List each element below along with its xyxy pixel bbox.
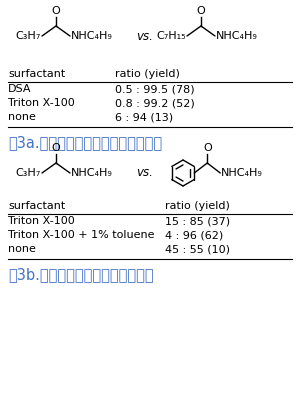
Text: none: none [8,244,36,254]
Text: C₃H₇: C₃H₇ [16,168,41,178]
Text: 嘦3a.　酥酸塩とオクタン酸塩の競合: 嘦3a. 酥酸塩とオクタン酸塩の競合 [8,135,162,150]
Text: O: O [196,6,206,16]
Text: ratio (yield): ratio (yield) [115,69,180,79]
Text: 15 : 85 (37): 15 : 85 (37) [165,216,230,226]
Text: O: O [52,6,60,16]
Text: 0.5 : 99.5 (78): 0.5 : 99.5 (78) [115,84,195,94]
Text: surfactant: surfactant [8,201,65,211]
Text: DSA: DSA [8,84,32,94]
Text: O: O [52,143,60,153]
Text: ratio (yield): ratio (yield) [165,201,230,211]
Text: NHC₄H₉: NHC₄H₉ [71,168,113,178]
Text: Triton X-100 + 1% toluene: Triton X-100 + 1% toluene [8,230,154,240]
Text: vs.: vs. [136,30,153,43]
Text: O: O [203,143,212,153]
Text: 0.8 : 99.2 (52): 0.8 : 99.2 (52) [115,98,195,108]
Text: C₃H₇: C₃H₇ [16,31,41,41]
Text: C₇H₁₅: C₇H₁₅ [157,31,186,41]
Text: 4 : 96 (62): 4 : 96 (62) [165,230,223,240]
Text: 45 : 55 (10): 45 : 55 (10) [165,244,230,254]
Text: 嘦3b.　酥酸塩と安息香酸塩の競合: 嘦3b. 酥酸塩と安息香酸塩の競合 [8,267,154,282]
Text: NHC₄H₉: NHC₄H₉ [221,168,263,178]
Text: surfactant: surfactant [8,69,65,79]
Text: Triton X-100: Triton X-100 [8,216,75,226]
Text: Triton X-100: Triton X-100 [8,98,75,108]
Text: none: none [8,112,36,122]
Text: vs.: vs. [136,166,153,180]
Text: 6 : 94 (13): 6 : 94 (13) [115,112,173,122]
Text: NHC₄H₉: NHC₄H₉ [216,31,258,41]
Text: NHC₄H₉: NHC₄H₉ [71,31,113,41]
